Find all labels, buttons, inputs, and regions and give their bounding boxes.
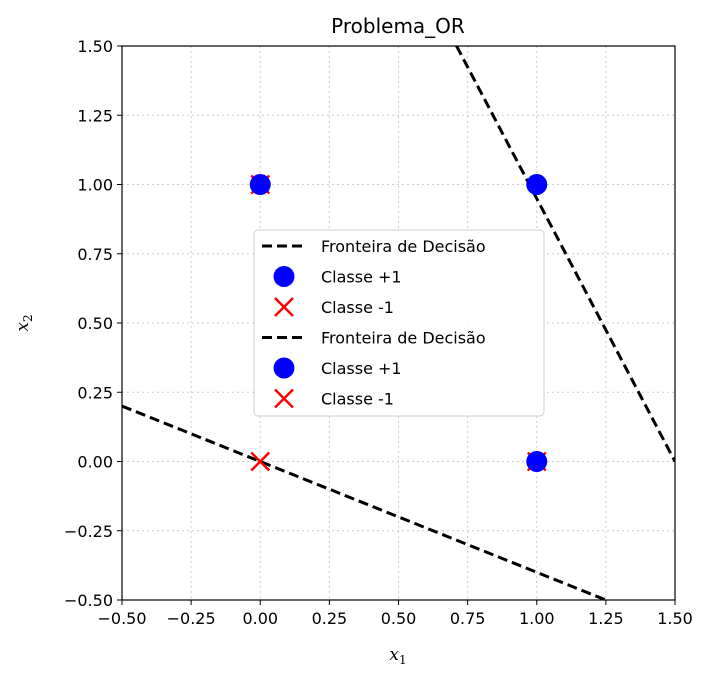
chart-title: Problema_OR (331, 14, 465, 38)
legend-handle-circle (273, 266, 295, 287)
legend: Fronteira de Decisão Classe +1 Classe -1 Fr… (253, 229, 545, 417)
y-tick-label: 1.00 (77, 176, 113, 195)
ticks: −0.50 −0.25 0.00 0.25 0.50 0.75 1.00 1.25 1.50 −0… (64, 37, 693, 628)
class-minus-point-b (250, 451, 271, 472)
decision-boundary-line (455, 46, 675, 463)
class-plus-point (526, 451, 548, 472)
y-tick-label: 0.00 (77, 453, 113, 472)
legend-label: Fronteira de Decisão (321, 237, 486, 256)
legend-label: Classe -1 (321, 390, 394, 409)
legend-label: Classe +1 (321, 268, 402, 287)
legend-handle-x-b (274, 388, 294, 409)
x-tick-label: 0.00 (242, 609, 278, 628)
y-tick-label: −0.25 (64, 522, 113, 541)
y-tick-label: 0.75 (77, 245, 113, 264)
x-tick-label: 0.25 (312, 609, 348, 628)
x-tick-label: −0.50 (97, 609, 146, 628)
decision-boundary-line (122, 404, 607, 600)
class-plus-point (526, 174, 548, 195)
y-axis-label: x2 (13, 314, 35, 331)
y-tick-label: 1.50 (77, 37, 113, 56)
x-tick-label: 1.25 (588, 609, 624, 628)
y-tick-label: −0.50 (64, 591, 113, 610)
legend-handle-circle (273, 357, 295, 379)
legend-label: Fronteira de Decisão (321, 329, 486, 348)
y-tick-label: 0.50 (77, 314, 113, 333)
x-tick-label: 0.50 (381, 609, 417, 628)
y-tick-label: 0.25 (77, 383, 113, 402)
x-tick-label: 1.00 (519, 609, 555, 628)
plot-area (122, 46, 675, 600)
y-tick-label: 1.25 (77, 106, 113, 125)
x-tick-label: 0.75 (450, 609, 486, 628)
x-axis-label: x1 (389, 645, 406, 667)
legend-handle-x-b (274, 297, 294, 317)
legend-label: Classe +1 (321, 359, 402, 378)
legend-label: Classe -1 (321, 298, 394, 317)
x-tick-label: 1.50 (657, 609, 693, 628)
legend-box (253, 229, 545, 417)
class-plus-point (249, 174, 271, 195)
x-tick-label: −0.25 (167, 609, 216, 628)
